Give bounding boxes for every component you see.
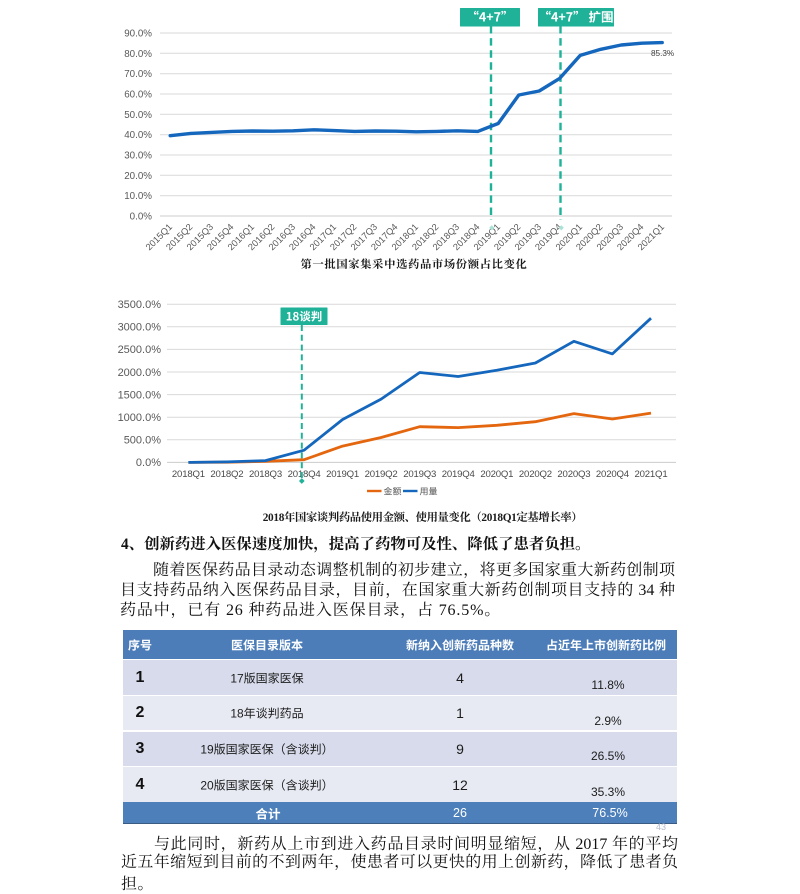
svg-text:0.0%: 0.0% <box>136 457 161 469</box>
svg-text:2018Q4: 2018Q4 <box>288 469 322 480</box>
svg-text:60.0%: 60.0% <box>124 90 152 101</box>
svg-text:3000.0%: 3000.0% <box>118 322 162 334</box>
svg-text:2021Q1: 2021Q1 <box>635 469 668 480</box>
svg-text:2020Q4: 2020Q4 <box>596 469 630 480</box>
svg-text:2020Q3: 2020Q3 <box>557 469 590 480</box>
svg-text:2018Q3: 2018Q3 <box>249 469 282 480</box>
svg-text:0.0%: 0.0% <box>130 212 153 223</box>
svg-text:30.0%: 30.0% <box>124 151 152 162</box>
svg-text:80.0%: 80.0% <box>124 49 152 60</box>
svg-text:“4+7” 扩围: “4+7” 扩围 <box>539 7 614 26</box>
svg-text:85.3%: 85.3% <box>651 49 674 58</box>
svg-text:“4+7”: “4+7” <box>466 7 513 26</box>
svg-text:2019Q1: 2019Q1 <box>326 469 359 480</box>
svg-text:1000.0%: 1000.0% <box>118 412 162 424</box>
svg-text:2018Q2: 2018Q2 <box>210 469 243 480</box>
svg-text:50.0%: 50.0% <box>124 110 152 121</box>
svg-text:40.0%: 40.0% <box>124 130 152 141</box>
svg-text:3500.0%: 3500.0% <box>118 299 162 311</box>
svg-text:2019Q3: 2019Q3 <box>403 469 436 480</box>
svg-text:金额: 金额 <box>384 484 402 497</box>
svg-text:2019Q4: 2019Q4 <box>442 469 476 480</box>
svg-text:2500.0%: 2500.0% <box>118 344 162 356</box>
svg-text:2020Q2: 2020Q2 <box>519 469 552 480</box>
svg-text:20.0%: 20.0% <box>124 171 152 182</box>
svg-text:2000.0%: 2000.0% <box>118 367 162 379</box>
svg-text:18谈判: 18谈判 <box>286 309 323 325</box>
svg-text:2019Q2: 2019Q2 <box>365 469 398 480</box>
svg-text:10.0%: 10.0% <box>124 191 152 202</box>
svg-text:用量: 用量 <box>420 484 438 497</box>
svg-text:70.0%: 70.0% <box>124 69 152 80</box>
svg-text:2020Q1: 2020Q1 <box>480 469 513 480</box>
svg-text:1500.0%: 1500.0% <box>118 389 162 401</box>
svg-text:500.0%: 500.0% <box>124 435 162 447</box>
svg-text:90.0%: 90.0% <box>124 29 152 40</box>
svg-text:2018Q1: 2018Q1 <box>172 469 205 480</box>
